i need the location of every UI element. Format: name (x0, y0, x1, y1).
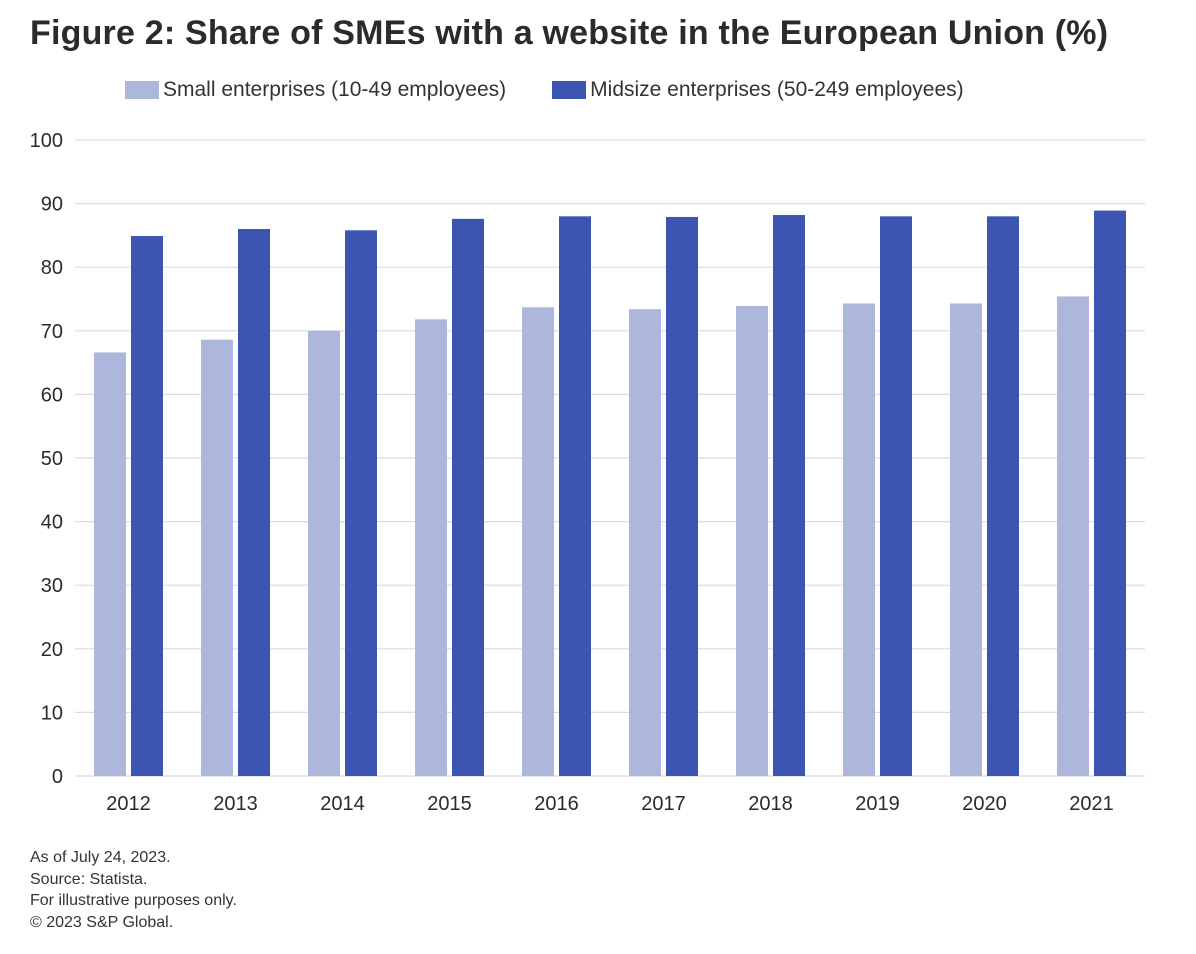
bar-midsize-2016 (559, 216, 591, 776)
bar-midsize-2014 (345, 230, 377, 776)
bar-small-2014 (308, 330, 340, 776)
y-tick-label: 50 (41, 448, 63, 470)
bar-small-2018 (736, 305, 768, 776)
bar-midsize-2015 (452, 218, 484, 776)
x-tick-label: 2016 (534, 793, 579, 815)
y-tick-label: 90 (41, 194, 63, 216)
legend-swatch-small (125, 81, 159, 99)
bar-midsize-2017 (666, 216, 698, 776)
chart-legend: Small enterprises (10-49 employees) Mids… (125, 78, 1010, 102)
x-tick-label: 2019 (855, 793, 900, 815)
legend-swatch-midsize (552, 81, 587, 99)
bar-midsize-2018 (773, 215, 805, 777)
y-tick-label: 30 (41, 575, 63, 597)
bar-small-2021 (1057, 296, 1089, 776)
y-tick-label: 0 (52, 766, 63, 788)
footer-date: As of July 24, 2023. (30, 849, 171, 866)
bar-small-2015 (415, 319, 447, 776)
legend-label-midsize: Midsize enterprises (50-249 employees) (590, 78, 964, 101)
legend-item-midsize: Midsize enterprises (50-249 employees) (552, 78, 964, 102)
x-tick-label: 2020 (962, 793, 1007, 815)
y-tick-label: 10 (41, 702, 63, 724)
x-tick-label: 2013 (213, 793, 258, 815)
bar-midsize-2021 (1094, 210, 1126, 776)
y-tick-label: 100 (30, 130, 63, 152)
footer-copyright: © 2023 S&P Global. (30, 913, 174, 931)
bar-small-2016 (522, 307, 554, 776)
bar-chart: 0 10 20 30 40 50 60 70 80 90 100 2012 2013 2014 2015 20… (30, 130, 1145, 815)
x-tick-label: 2018 (748, 793, 793, 815)
y-tick-label: 70 (41, 321, 63, 343)
y-tick-label: 60 (41, 384, 63, 406)
x-tick-label: 2017 (641, 793, 686, 815)
chart-title: Figure 2: Share of SMEs with a website i… (30, 14, 1109, 52)
bar-small-2012 (94, 352, 126, 776)
footer-disclaimer: For illustrative purposes only. (30, 892, 237, 909)
x-tick-label: 2015 (427, 793, 472, 815)
legend-label-small: Small enterprises (10-49 employees) (163, 78, 507, 101)
y-tick-label: 80 (41, 257, 63, 279)
legend-item-small: Small enterprises (10-49 employees) (125, 78, 506, 102)
bar-small-2019 (843, 303, 875, 776)
bar-midsize-2013 (238, 229, 270, 776)
bar-midsize-2020 (987, 216, 1019, 776)
chart-footer: As of July 24, 2023. Source: Statista. F… (30, 847, 237, 933)
x-tick-label: 2014 (320, 793, 365, 815)
bar-midsize-2019 (880, 216, 912, 776)
bar-small-2013 (201, 339, 233, 776)
x-tick-label: 2012 (106, 793, 151, 815)
footer-source: Source: Statista. (30, 870, 148, 888)
bar-midsize-2012 (131, 236, 163, 776)
bar-small-2020 (950, 303, 982, 776)
y-tick-label: 20 (41, 639, 63, 661)
x-tick-label: 2021 (1069, 793, 1114, 815)
y-tick-label: 40 (41, 512, 63, 534)
bar-small-2017 (629, 309, 661, 776)
